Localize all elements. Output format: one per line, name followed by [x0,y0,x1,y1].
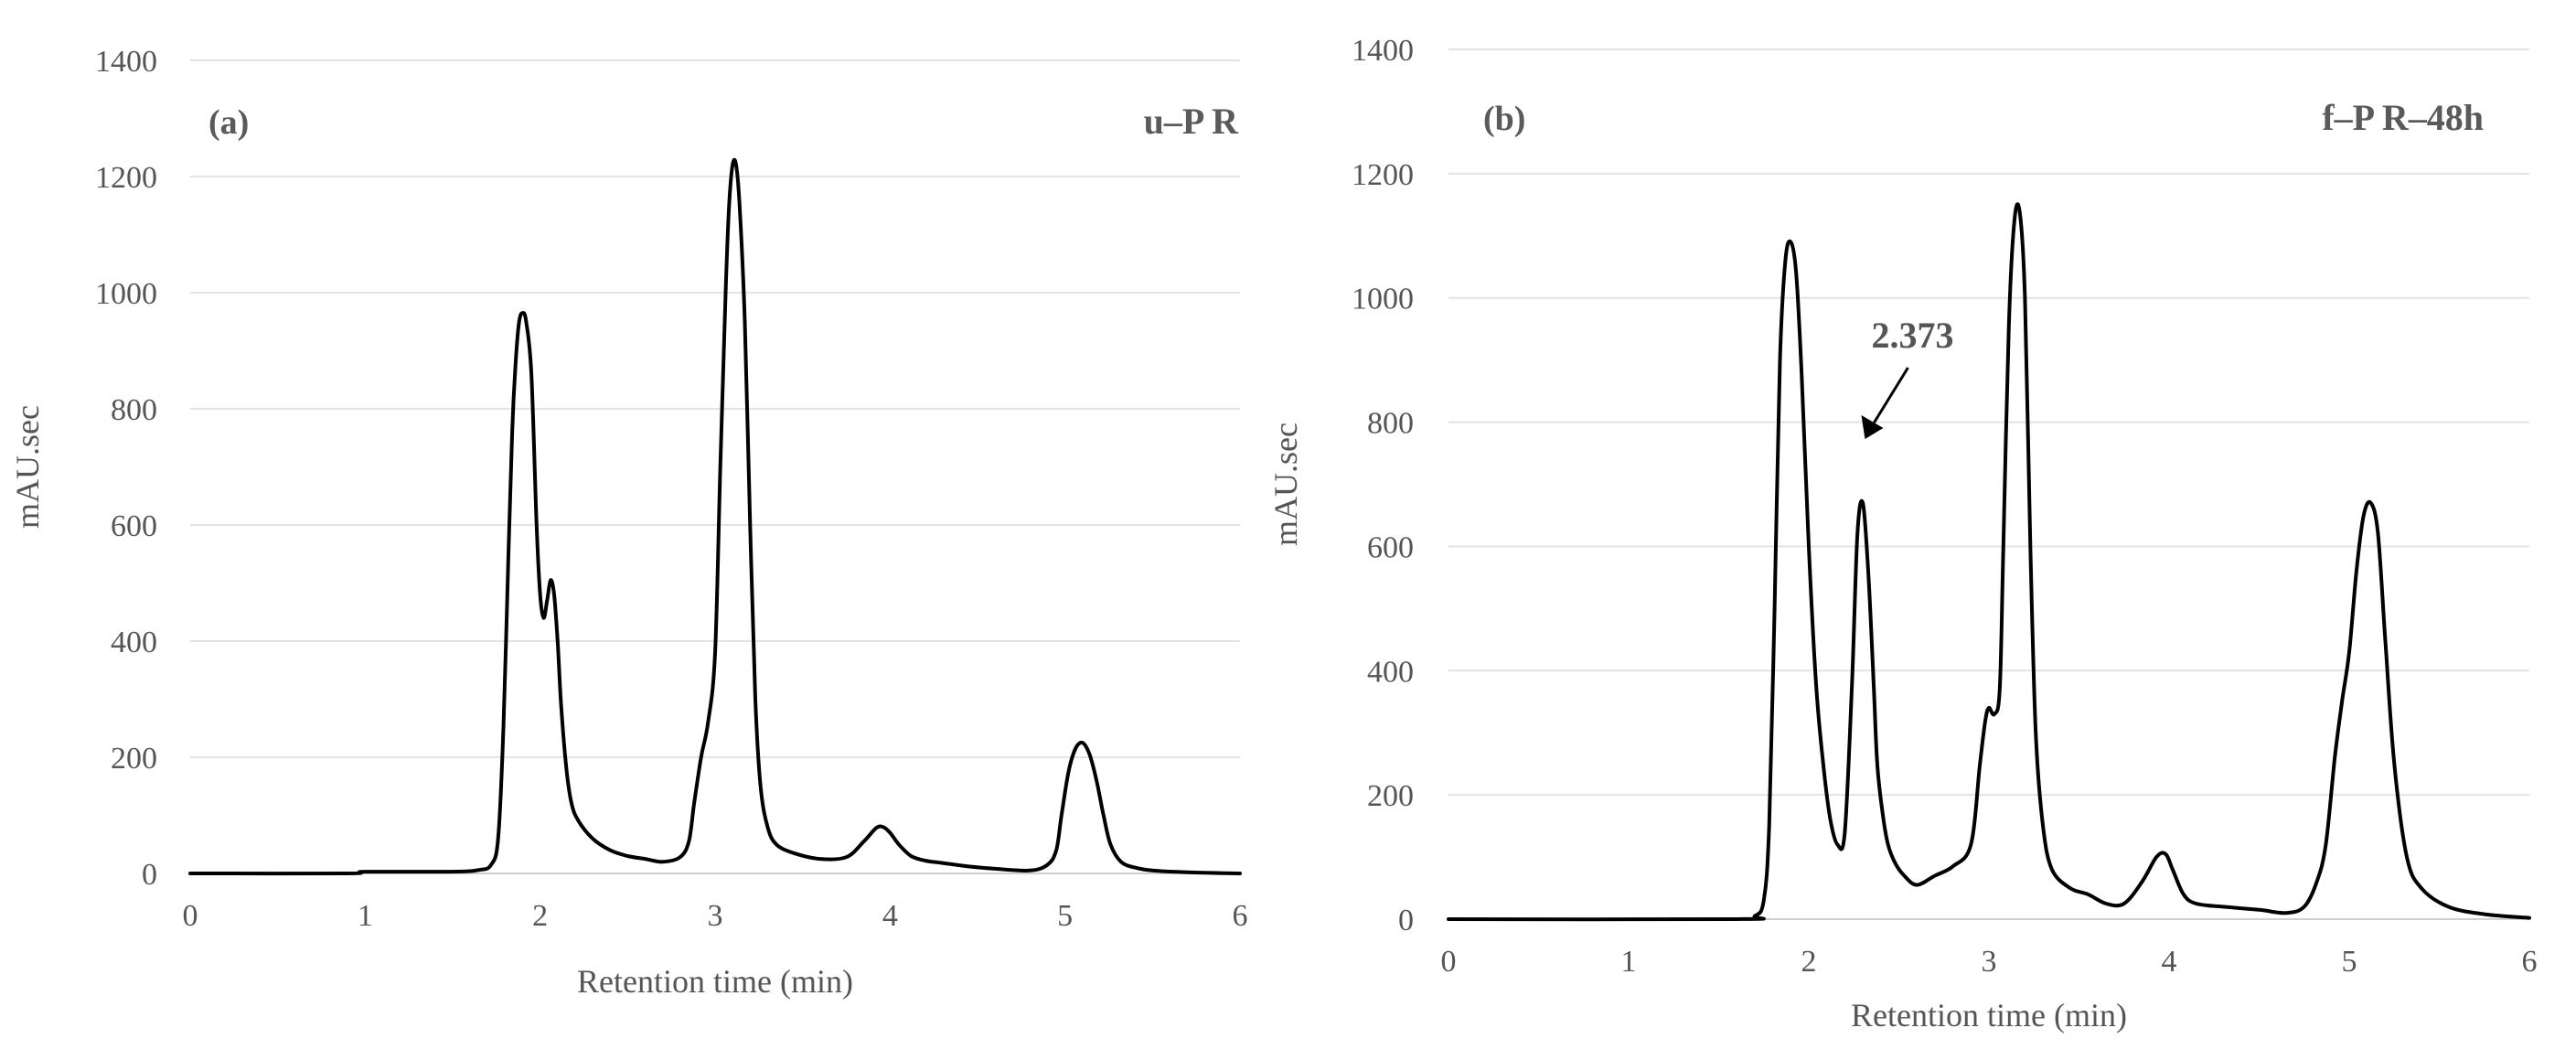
chromatogram-trace [188,157,1242,876]
y-tick-label: 200 [111,742,157,776]
x-tick-label: 0 [1441,945,1457,979]
y-axis-label: mAU.sec [9,405,46,529]
y-tick-label: 1400 [1352,34,1414,68]
y-tick-label: 1000 [95,277,157,311]
chart-panel-b: 0 200 400 600 800 1000 1200 1400 0 1 2 3 4 5 6 Retentio… [1267,34,2538,1033]
x-tick-label: 4 [2162,945,2177,979]
x-tick-label: 5 [1057,899,1073,933]
y-tick-label: 600 [1367,530,1414,564]
sample-label: f–P R–48h [2322,97,2484,138]
panel-label: (b) [1483,100,1525,138]
x-tick-label: 2 [532,899,548,933]
chromatogram-trace [1447,202,2531,922]
x-tick-label: 3 [1982,945,1997,979]
y-tick-label: 400 [111,626,157,659]
x-tick-label: 3 [708,899,723,933]
y-tick-label: 800 [111,393,157,427]
x-tick-label: 6 [1233,899,1248,933]
y-tick-label: 0 [1398,904,1414,937]
y-tick-label: 0 [142,858,157,892]
y-tick-label: 800 [1367,407,1414,441]
y-tick-label: 1200 [95,161,157,195]
y-tick-label: 200 [1367,779,1414,813]
annotation-arrow-line [1873,367,1909,423]
peak-annotation-label: 2.373 [1871,315,1953,356]
y-tick-label: 600 [111,509,157,543]
x-axis-label: Retention time (min) [1851,997,2127,1033]
y-tick-label: 1200 [1352,158,1414,192]
chart-panel-a: 0 200 400 600 800 1000 1200 1400 0 1 2 3 4 5 6 Retentio… [9,45,1248,1000]
y-tick-label: 400 [1367,655,1414,689]
x-tick-label: 6 [2522,945,2538,979]
x-tick-label: 4 [882,899,898,933]
x-tick-label: 2 [1801,945,1817,979]
x-tick-label: 1 [358,899,373,933]
x-tick-label: 5 [2342,945,2357,979]
x-tick-label: 1 [1621,945,1637,979]
x-axis-label: Retention time (min) [577,963,853,1000]
x-tick-label: 0 [183,899,198,933]
y-axis-label: mAU.sec [1267,423,1304,546]
annotation-arrow-head [1861,415,1884,439]
y-tick-label: 1000 [1352,283,1414,316]
sample-label: u–P R [1144,101,1239,142]
panel-label: (a) [208,103,249,142]
y-tick-label: 1400 [95,45,157,79]
